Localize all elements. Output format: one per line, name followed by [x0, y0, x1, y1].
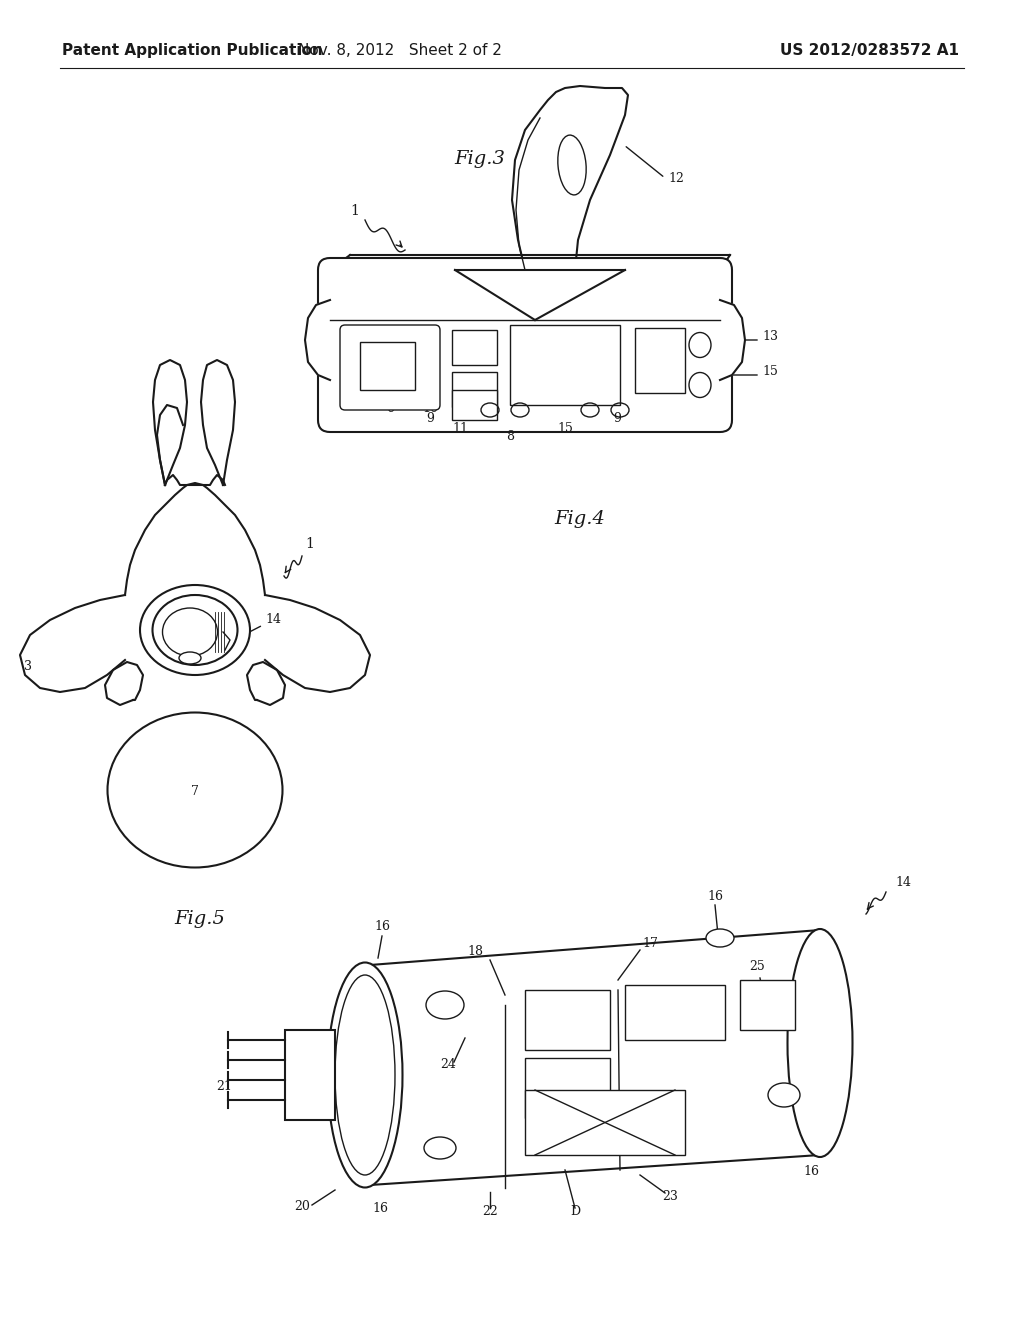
- Text: 14: 14: [895, 876, 911, 888]
- Bar: [360, 342, 415, 389]
- Polygon shape: [305, 300, 330, 380]
- Bar: [625, 985, 725, 1040]
- Text: Nov. 8, 2012   Sheet 2 of 2: Nov. 8, 2012 Sheet 2 of 2: [298, 44, 502, 58]
- Ellipse shape: [768, 1082, 800, 1107]
- Polygon shape: [201, 360, 234, 484]
- Bar: [525, 1059, 610, 1118]
- Text: Fig.3: Fig.3: [455, 150, 506, 168]
- Ellipse shape: [163, 609, 217, 656]
- Text: 10: 10: [422, 403, 438, 414]
- Text: 16: 16: [707, 890, 723, 903]
- Text: 9: 9: [426, 412, 434, 425]
- Text: 1: 1: [350, 205, 359, 218]
- Text: 20: 20: [294, 1200, 310, 1213]
- Bar: [452, 330, 497, 366]
- Text: 25: 25: [750, 960, 765, 973]
- Text: Patent Application Publication: Patent Application Publication: [62, 44, 323, 58]
- Polygon shape: [265, 595, 370, 692]
- Ellipse shape: [179, 652, 201, 664]
- Polygon shape: [20, 595, 125, 692]
- Polygon shape: [105, 663, 143, 705]
- Text: 6: 6: [386, 403, 394, 414]
- Text: Fig.5: Fig.5: [174, 909, 225, 928]
- Text: Fig.4: Fig.4: [555, 510, 605, 528]
- Text: 22: 22: [482, 1205, 498, 1218]
- Text: 15: 15: [762, 366, 778, 378]
- Ellipse shape: [328, 962, 402, 1188]
- Bar: [452, 372, 497, 407]
- Polygon shape: [720, 300, 745, 380]
- Text: US 2012/0283572 A1: US 2012/0283572 A1: [780, 44, 959, 58]
- FancyBboxPatch shape: [340, 325, 440, 411]
- Text: 8: 8: [506, 430, 514, 444]
- Text: 13: 13: [762, 330, 778, 343]
- Text: 18: 18: [467, 945, 483, 958]
- Text: 16: 16: [803, 1166, 819, 1177]
- Bar: [740, 979, 795, 1030]
- Text: 3: 3: [24, 660, 32, 673]
- Bar: [452, 389, 497, 420]
- Polygon shape: [125, 483, 265, 595]
- Ellipse shape: [140, 585, 250, 675]
- Polygon shape: [455, 271, 625, 319]
- Text: 1: 1: [305, 537, 314, 550]
- Polygon shape: [247, 663, 285, 705]
- Polygon shape: [330, 255, 730, 271]
- Ellipse shape: [108, 713, 283, 867]
- Bar: [525, 990, 610, 1049]
- Text: 12: 12: [668, 172, 684, 185]
- Text: 9: 9: [613, 412, 621, 425]
- Text: D: D: [570, 1205, 580, 1218]
- Bar: [285, 1030, 335, 1119]
- Ellipse shape: [424, 1137, 456, 1159]
- Polygon shape: [370, 931, 820, 1185]
- Text: 14: 14: [265, 612, 281, 626]
- Bar: [510, 325, 620, 405]
- Text: 17: 17: [642, 937, 657, 950]
- Ellipse shape: [706, 929, 734, 946]
- Text: 19: 19: [332, 1005, 348, 1018]
- Ellipse shape: [787, 929, 853, 1158]
- Text: 15: 15: [557, 422, 573, 436]
- Text: 23: 23: [663, 1191, 678, 1203]
- Text: 16: 16: [372, 1203, 388, 1214]
- Text: 11: 11: [452, 422, 468, 436]
- Text: 21: 21: [216, 1080, 232, 1093]
- Ellipse shape: [426, 991, 464, 1019]
- Text: 7: 7: [191, 785, 199, 799]
- Text: 24: 24: [440, 1059, 456, 1071]
- Ellipse shape: [153, 595, 238, 665]
- Polygon shape: [512, 86, 628, 271]
- FancyBboxPatch shape: [318, 257, 732, 432]
- Bar: [525, 1090, 685, 1155]
- Text: 16: 16: [374, 920, 390, 933]
- Polygon shape: [153, 360, 187, 484]
- Bar: [635, 327, 685, 393]
